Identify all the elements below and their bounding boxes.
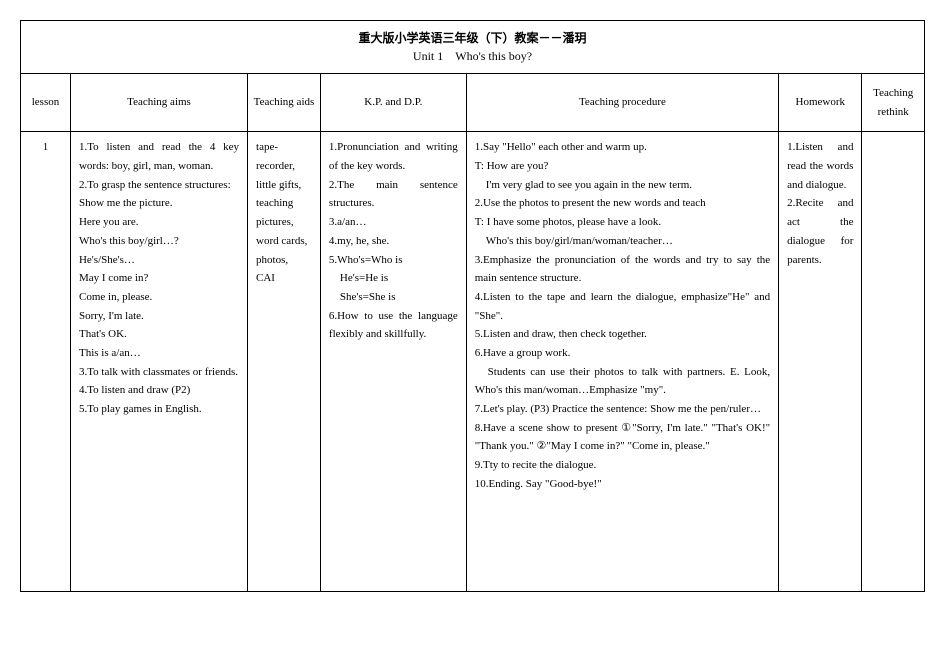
header-proc: Teaching procedure <box>466 74 778 132</box>
kpdp-line: She's=She is <box>329 288 458 307</box>
kpdp-line: 5.Who's=Who is <box>329 251 458 270</box>
lesson-plan-table: 重大版小学英语三年级（下）教案－－潘玥 Unit 1 Who's this bo… <box>20 20 925 592</box>
aids-line: CAI <box>256 269 312 288</box>
cell-teaching-aims: 1.To listen and read the 4 key words: bo… <box>70 132 247 592</box>
proc-line: Students can use their photos to talk wi… <box>475 363 770 400</box>
cell-homework: 1.Listen and read the words and dialogue… <box>779 132 862 592</box>
header-rethink: Teaching rethink <box>862 74 925 132</box>
kpdp-line: 1.Pronunciation and writing of the key w… <box>329 138 458 175</box>
cell-kp-dp: 1.Pronunciation and writing of the key w… <box>320 132 466 592</box>
aims-line: May I come in? <box>79 269 239 288</box>
hw-line: 2.Recite and act the dialogue for parent… <box>787 194 853 269</box>
kpdp-line: 3.a/an… <box>329 213 458 232</box>
aims-line: Here you are. <box>79 213 239 232</box>
lesson-row-1: 1 1.To listen and read the 4 key words: … <box>21 132 925 592</box>
aims-line: 2.To grasp the sentence structures: <box>79 176 239 195</box>
proc-line: I'm very glad to see you again in the ne… <box>475 176 770 195</box>
header-hw: Homework <box>779 74 862 132</box>
proc-line: 8.Have a scene show to present ①"Sorry, … <box>475 419 770 456</box>
title-row: 重大版小学英语三年级（下）教案－－潘玥 Unit 1 Who's this bo… <box>21 21 925 74</box>
proc-line: 4.Listen to the tape and learn the dialo… <box>475 288 770 325</box>
proc-line: 5.Listen and draw, then check together. <box>475 325 770 344</box>
aids-line: tape-recorder, <box>256 138 312 175</box>
kpdp-line: 4.my, he, she. <box>329 232 458 251</box>
kpdp-line: He's=He is <box>329 269 458 288</box>
proc-line: 10.Ending. Say "Good-bye!" <box>475 475 770 494</box>
title-main: 重大版小学英语三年级（下）教案－－潘玥 <box>29 29 916 47</box>
aims-line: 1.To listen and read the 4 key words: bo… <box>79 138 239 175</box>
proc-line: 7.Let's play. (P3) Practice the sentence… <box>475 400 770 419</box>
kpdp-line: 6.How to use the language flexibly and s… <box>329 307 458 344</box>
proc-line: 2.Use the photos to present the new word… <box>475 194 770 213</box>
title-sub: Unit 1 Who's this boy? <box>29 47 916 65</box>
aids-line: little gifts, <box>256 176 312 195</box>
kpdp-line: 2.The main sentence structures. <box>329 176 458 213</box>
aims-line: Show me the picture. <box>79 194 239 213</box>
aims-line: Sorry, I'm late. <box>79 307 239 326</box>
aids-line: word cards, <box>256 232 312 251</box>
proc-line: T: How are you? <box>475 157 770 176</box>
header-aids: Teaching aids <box>248 74 321 132</box>
header-aims: Teaching aims <box>70 74 247 132</box>
cell-lesson-number: 1 <box>21 132 71 592</box>
aims-line: 5.To play games in English. <box>79 400 239 419</box>
aids-line: photos, <box>256 251 312 270</box>
aims-line: 4.To listen and draw (P2) <box>79 381 239 400</box>
aims-line: Come in, please. <box>79 288 239 307</box>
aids-line: teaching pictures, <box>256 194 312 231</box>
proc-line: T: I have some photos, please have a loo… <box>475 213 770 232</box>
aims-line: This is a/an… <box>79 344 239 363</box>
proc-line: 6.Have a group work. <box>475 344 770 363</box>
proc-line: 1.Say "Hello" each other and warm up. <box>475 138 770 157</box>
proc-line: Who's this boy/girl/man/woman/teacher… <box>475 232 770 251</box>
lesson-plan-document: 重大版小学英语三年级（下）教案－－潘玥 Unit 1 Who's this bo… <box>20 20 925 592</box>
cell-teaching-aids: tape-recorder, little gifts, teaching pi… <box>248 132 321 592</box>
aims-line: Who's this boy/girl…? <box>79 232 239 251</box>
aims-line: He's/She's… <box>79 251 239 270</box>
aims-line: 3.To talk with classmates or friends. <box>79 363 239 382</box>
hw-line: 1.Listen and read the words and dialogue… <box>787 138 853 194</box>
cell-teaching-rethink <box>862 132 925 592</box>
header-lesson: lesson <box>21 74 71 132</box>
header-kpdp: K.P. and D.P. <box>320 74 466 132</box>
aims-line: That's OK. <box>79 325 239 344</box>
proc-line: 3.Emphasize the pronunciation of the wor… <box>475 251 770 288</box>
header-row: lesson Teaching aims Teaching aids K.P. … <box>21 74 925 132</box>
cell-teaching-procedure: 1.Say "Hello" each other and warm up. T:… <box>466 132 778 592</box>
proc-line: 9.Tty to recite the dialogue. <box>475 456 770 475</box>
title-cell: 重大版小学英语三年级（下）教案－－潘玥 Unit 1 Who's this bo… <box>21 21 925 74</box>
